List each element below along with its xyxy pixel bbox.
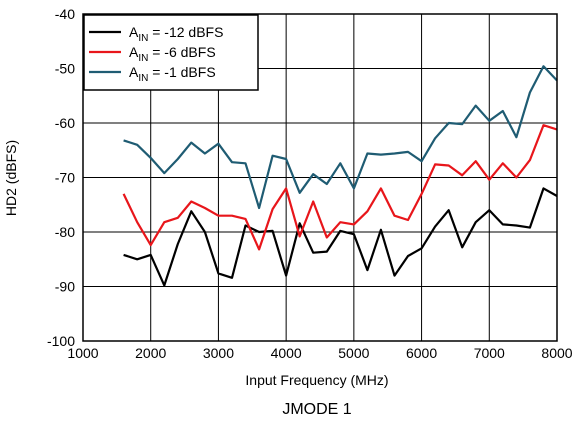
x-tick-label: 4000 <box>271 345 302 361</box>
series-line-1 <box>122 124 558 251</box>
y-tick-label: -90 <box>55 279 75 295</box>
x-tick-label: 5000 <box>338 345 369 361</box>
chart-caption: JMODE 1 <box>282 401 351 418</box>
y-tick-label: -40 <box>55 6 75 22</box>
y-tick-label: -70 <box>55 170 75 186</box>
x-tick-labels: 1000 2000 3000 4000 5000 6000 7000 8000 <box>67 345 572 361</box>
x-tick-label: 2000 <box>135 345 166 361</box>
legend-label: AIN = -6 dBFS <box>129 44 216 64</box>
legend-label: AIN = -1 dBFS <box>129 64 216 84</box>
y-tick-label: -60 <box>55 115 75 131</box>
y-tick-label: -50 <box>55 61 75 77</box>
y-tick-label: -100 <box>47 333 75 349</box>
y-tick-labels: -40 -50 -60 -70 -80 -90 -100 <box>47 6 75 349</box>
series-line-0 <box>123 187 558 287</box>
legend-label: AIN = -12 dBFS <box>129 24 223 44</box>
y-axis-title: HD2 (dBFS) <box>3 140 19 216</box>
x-axis-title: Input Frequency (MHz) <box>245 372 388 388</box>
series-line-2 <box>123 65 558 210</box>
x-tick-label: 1000 <box>67 345 98 361</box>
x-tick-label: 8000 <box>541 345 572 361</box>
x-tick-label: 7000 <box>474 345 505 361</box>
plot-frame <box>82 13 558 342</box>
x-tick-label: 6000 <box>406 345 437 361</box>
x-tick-label: 3000 <box>203 345 234 361</box>
grid <box>82 13 558 342</box>
y-tick-label: -80 <box>55 224 75 240</box>
series-layer <box>122 65 558 287</box>
